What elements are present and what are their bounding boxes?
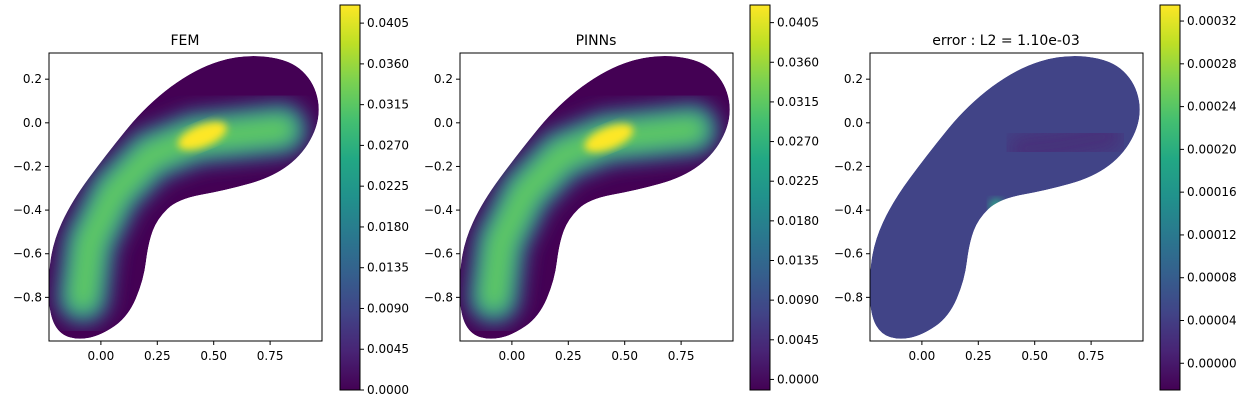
colorbar-tick-label: 0.00016 bbox=[1187, 185, 1237, 199]
x-tick-label: 0.00 bbox=[499, 349, 526, 363]
panel-error: error : L2 = 1.10e-03 0.00 0.25 0.50 0.75 0… bbox=[834, 4, 1237, 391]
field-peak bbox=[177, 121, 227, 151]
y-tick-label: 0.2 bbox=[434, 72, 453, 86]
colorbar-tick-label: 0.00008 bbox=[1187, 271, 1237, 285]
axes-frame bbox=[48, 52, 323, 342]
field-peak bbox=[584, 123, 634, 153]
colorbar-tick-label: 0.0270 bbox=[777, 135, 819, 149]
error-hotspot bbox=[989, 198, 1004, 213]
x-tick-label: 0.00 bbox=[88, 349, 115, 363]
colorbar-tick-label: 0.0000 bbox=[777, 372, 819, 386]
y-tick-label: −0.6 bbox=[834, 247, 863, 261]
y-tick-label: −0.2 bbox=[834, 159, 863, 173]
colorbar-ticks: 0.0000 0.0045 0.0090 0.0135 0.0180 0.0225 0.02… bbox=[770, 16, 819, 386]
y-ticks: 0.2 0.0 −0.2 −0.4 −0.6 −0.8 bbox=[13, 72, 49, 304]
y-tick-label: −0.8 bbox=[834, 290, 863, 304]
x-tick-label: 0.75 bbox=[257, 349, 284, 363]
colorbar-tick-label: 0.0090 bbox=[777, 293, 819, 307]
y-tick-label: −0.6 bbox=[13, 247, 42, 261]
y-tick-label: 0.2 bbox=[844, 72, 863, 86]
panel-pinns: PINNs 0.00 0.25 0.50 0.75 0.2 0.0 −0.2 −0.4 −0.… bbox=[424, 4, 819, 391]
x-ticks: 0.00 0.25 0.50 0.75 bbox=[88, 341, 284, 363]
x-ticks: 0.00 0.25 0.50 0.75 bbox=[909, 341, 1105, 363]
x-tick-label: 0.75 bbox=[668, 349, 695, 363]
colorbar-tick-label: 0.0315 bbox=[367, 98, 409, 112]
y-tick-label: −0.2 bbox=[13, 159, 42, 173]
field-plot bbox=[459, 56, 730, 339]
y-tick-label: 0.0 bbox=[23, 116, 42, 130]
y-tick-label: −0.8 bbox=[424, 290, 453, 304]
y-ticks: 0.2 0.0 −0.2 −0.4 −0.6 −0.8 bbox=[424, 72, 460, 304]
x-tick-label: 0.25 bbox=[555, 349, 582, 363]
y-tick-label: 0.2 bbox=[23, 72, 42, 86]
colorbar-tick-label: 0.0000 bbox=[367, 383, 409, 397]
colorbar bbox=[1159, 4, 1181, 391]
colorbar-tick-label: 0.00004 bbox=[1187, 313, 1237, 327]
colorbar bbox=[339, 4, 361, 391]
colorbar-tick-label: 0.0225 bbox=[367, 179, 409, 193]
x-tick-label: 0.50 bbox=[1021, 349, 1048, 363]
colorbar-tick-label: 0.0405 bbox=[777, 16, 819, 30]
x-tick-label: 0.50 bbox=[611, 349, 638, 363]
colorbar-tick-label: 0.00024 bbox=[1187, 100, 1237, 114]
axes-frame bbox=[459, 52, 734, 342]
field-band-3 bbox=[69, 116, 295, 311]
y-tick-label: −0.4 bbox=[424, 203, 453, 217]
x-tick-label: 0.00 bbox=[909, 349, 936, 363]
x-tick-label: 0.25 bbox=[144, 349, 171, 363]
field-band-3 bbox=[480, 116, 706, 311]
y-tick-label: 0.0 bbox=[434, 116, 453, 130]
y-tick-label: −0.8 bbox=[13, 290, 42, 304]
colorbar-tick-label: 0.0405 bbox=[367, 16, 409, 30]
panel-title: FEM bbox=[171, 33, 200, 49]
colorbar-tick-label: 0.0090 bbox=[367, 301, 409, 315]
error-low-region bbox=[1006, 118, 1124, 166]
colorbar-tick-label: 0.0180 bbox=[777, 214, 819, 228]
y-tick-label: −0.6 bbox=[424, 247, 453, 261]
x-tick-label: 0.75 bbox=[1078, 349, 1105, 363]
colorbar-tick-label: 0.0135 bbox=[777, 253, 819, 267]
colorbar bbox=[749, 4, 771, 391]
colorbar-tick-label: 0.00000 bbox=[1187, 356, 1237, 370]
y-tick-label: 0.0 bbox=[844, 116, 863, 130]
axes-frame bbox=[869, 52, 1144, 342]
colorbar-tick-label: 0.0045 bbox=[777, 333, 819, 347]
x-tick-label: 0.50 bbox=[200, 349, 227, 363]
colorbar-tick-label: 0.00020 bbox=[1187, 142, 1237, 156]
field-gradient bbox=[53, 100, 311, 327]
colorbar-tick-label: 0.0045 bbox=[367, 342, 409, 356]
field-gradient bbox=[464, 100, 722, 327]
colorbar-tick-label: 0.0360 bbox=[367, 57, 409, 71]
colorbar-ticks: 0.00000 0.00004 0.00008 0.00012 0.00016 0.000… bbox=[1180, 14, 1237, 370]
y-tick-label: −0.4 bbox=[834, 203, 863, 217]
colorbar-tick-label: 0.0360 bbox=[777, 55, 819, 69]
colorbar-ticks: 0.0000 0.0045 0.0090 0.0135 0.0180 0.0225 0.02… bbox=[360, 16, 409, 397]
panel-title: PINNs bbox=[576, 33, 617, 49]
colorbar-tick-label: 0.00032 bbox=[1187, 14, 1237, 28]
x-ticks: 0.00 0.25 0.50 0.75 bbox=[499, 341, 695, 363]
y-tick-label: −0.2 bbox=[424, 159, 453, 173]
error-gradient bbox=[1006, 118, 1124, 166]
colorbar-tick-label: 0.0270 bbox=[367, 138, 409, 152]
panel-fem: FEM 0.00 0.25 0.50 0.75 0.2 0.0 −0.2 −0.4 −0.6 −… bbox=[13, 4, 409, 397]
panel-title: error : L2 = 1.10e-03 bbox=[932, 33, 1080, 49]
colorbar-tick-label: 0.00028 bbox=[1187, 57, 1237, 71]
domain-fill bbox=[869, 56, 1140, 339]
x-tick-label: 0.25 bbox=[965, 349, 992, 363]
colorbar-tick-label: 0.0225 bbox=[777, 174, 819, 188]
y-ticks: 0.2 0.0 −0.2 −0.4 −0.6 −0.8 bbox=[834, 72, 870, 304]
field-plot bbox=[869, 56, 1140, 339]
colorbar-tick-label: 0.00012 bbox=[1187, 228, 1237, 242]
colorbar-tick-label: 0.0180 bbox=[367, 220, 409, 234]
y-tick-label: −0.4 bbox=[13, 203, 42, 217]
colorbar-tick-label: 0.0315 bbox=[777, 95, 819, 109]
field-plot bbox=[48, 56, 319, 339]
colorbar-tick-label: 0.0135 bbox=[367, 261, 409, 275]
